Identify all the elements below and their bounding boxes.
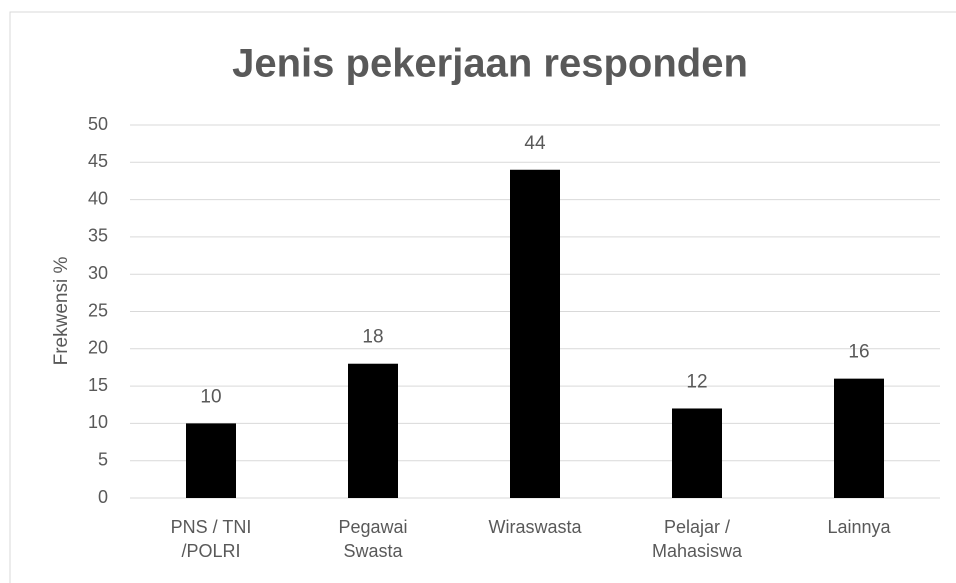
- chart-border: [9, 11, 956, 583]
- data-label: 16: [848, 342, 869, 363]
- y-tick-label: 35: [88, 226, 108, 246]
- data-label: 44: [524, 133, 546, 154]
- data-label: 12: [686, 371, 707, 392]
- y-tick-label: 45: [88, 151, 108, 171]
- y-tick-label: 10: [88, 412, 108, 432]
- y-tick-label: 50: [88, 114, 108, 134]
- bar: [510, 169, 560, 498]
- chart-title: Jenis pekerjaan responden: [232, 42, 748, 86]
- x-tick-label: Pelajar / Mahasiswa: [651, 517, 743, 561]
- y-tick-label: 20: [88, 338, 108, 358]
- bar: [348, 363, 398, 498]
- y-tick-label: 15: [88, 375, 108, 395]
- y-tick-label: 5: [98, 449, 108, 469]
- bar: [672, 408, 722, 498]
- x-tick-label: PNS / TNI /POLRI: [170, 517, 252, 561]
- x-tick-label: Wiraswasta: [488, 517, 582, 537]
- y-tick-label: 25: [88, 300, 108, 320]
- bar: [834, 378, 884, 498]
- data-label: 18: [362, 327, 383, 348]
- bar: [186, 423, 236, 498]
- data-label: 10: [200, 386, 221, 407]
- y-tick-label: 40: [88, 188, 108, 208]
- y-axis-label: Frekwensi %: [51, 257, 72, 366]
- y-tick-label: 30: [88, 263, 108, 283]
- x-tick-label: Pegawai Swasta: [338, 517, 408, 561]
- y-tick-label: 0: [98, 487, 108, 507]
- x-tick-label: Lainnya: [827, 517, 891, 537]
